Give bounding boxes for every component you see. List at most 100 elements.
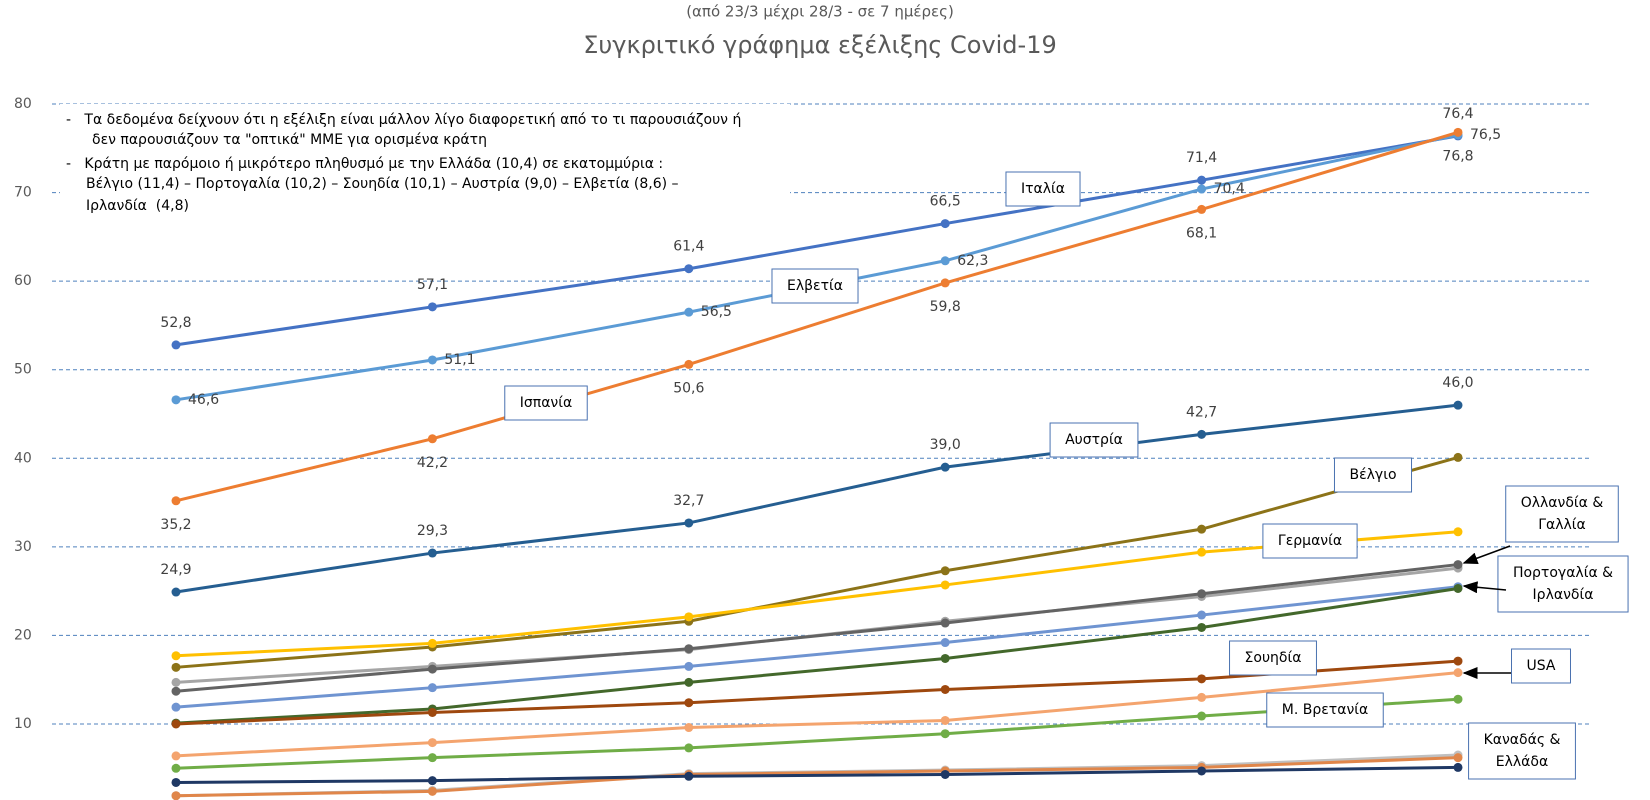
series-point bbox=[940, 618, 950, 628]
y-tick-label: 50 bbox=[14, 362, 32, 378]
series-point bbox=[684, 307, 694, 317]
series-name-box: Αυστρία bbox=[1049, 422, 1139, 458]
y-tick-label: 40 bbox=[14, 450, 32, 466]
series-point bbox=[1453, 694, 1463, 704]
series-point bbox=[1197, 766, 1207, 776]
label-box bbox=[1266, 692, 1384, 728]
series-point bbox=[1197, 589, 1207, 599]
arrow bbox=[1462, 545, 1511, 564]
series-line bbox=[175, 756, 1459, 798]
series-point bbox=[1453, 753, 1463, 763]
value-label: 76,5 bbox=[1470, 127, 1501, 143]
value-label: 46,0 bbox=[1442, 375, 1473, 391]
value-label: 29,3 bbox=[417, 523, 448, 539]
series-point bbox=[427, 434, 437, 444]
y-tick-label: 70 bbox=[14, 185, 32, 201]
series-point bbox=[1453, 560, 1463, 570]
y-tick-label: 60 bbox=[14, 273, 32, 289]
label-text: Ολλανδία & bbox=[1521, 495, 1604, 511]
label-text: Καναδάς & bbox=[1484, 732, 1561, 748]
series-point bbox=[171, 777, 181, 787]
label-box bbox=[1262, 523, 1358, 559]
series-point bbox=[171, 686, 181, 696]
value-label: 42,7 bbox=[1186, 404, 1217, 420]
series-point bbox=[171, 662, 181, 672]
label-text: Πορτογαλία & bbox=[1513, 565, 1613, 581]
series-point bbox=[171, 340, 181, 350]
series-point bbox=[1197, 184, 1207, 194]
label-text: Ελβετία bbox=[787, 278, 843, 294]
series-point bbox=[684, 771, 694, 781]
value-label: 50,6 bbox=[673, 380, 704, 396]
value-label: 32,7 bbox=[673, 493, 704, 509]
chart-subtitle: (από 23/3 μέχρι 28/3 - σε 7 ημέρες) bbox=[686, 3, 954, 21]
series-point bbox=[1197, 610, 1207, 620]
label-text: Σουηδία bbox=[1245, 650, 1302, 666]
series-point bbox=[940, 729, 950, 739]
series-point bbox=[427, 664, 437, 674]
series-point bbox=[427, 355, 437, 365]
label-box bbox=[1505, 485, 1619, 543]
series-point bbox=[940, 638, 950, 648]
label-text: Γαλλία bbox=[1538, 517, 1586, 533]
series-name-box: USA bbox=[1511, 648, 1571, 684]
y-tick-label: 10 bbox=[14, 716, 32, 732]
labels: 52,8 57,1 61,4 66,5 71,4 76,4 46,6 51,1 56,5 62,3… bbox=[160, 106, 1629, 780]
series-point bbox=[1197, 711, 1207, 721]
series-line bbox=[175, 455, 1459, 669]
series-point bbox=[1197, 524, 1207, 534]
y-tick-label: 80 bbox=[14, 96, 32, 112]
series-point bbox=[940, 219, 950, 229]
value-label: 35,2 bbox=[160, 517, 191, 533]
value-label: 70,4 bbox=[1214, 181, 1245, 197]
series-point bbox=[171, 791, 181, 800]
series-point bbox=[684, 612, 694, 622]
label-box bbox=[1497, 555, 1629, 613]
series-point bbox=[1453, 762, 1463, 772]
series-point bbox=[940, 580, 950, 590]
value-label: 59,8 bbox=[930, 299, 961, 315]
series-point bbox=[1453, 452, 1463, 462]
label-text: Ισπανία bbox=[520, 395, 572, 411]
series-point bbox=[940, 769, 950, 779]
label-box bbox=[1005, 171, 1081, 207]
series-point bbox=[427, 302, 437, 312]
label-text: Ιταλία bbox=[1021, 181, 1065, 197]
series-point bbox=[684, 723, 694, 733]
series-point bbox=[427, 753, 437, 763]
series-line bbox=[175, 585, 1459, 709]
series-point bbox=[1453, 527, 1463, 537]
series-name-box: Ισπανία bbox=[504, 385, 588, 421]
series-line bbox=[175, 563, 1459, 693]
series-point bbox=[940, 653, 950, 663]
series-point bbox=[171, 751, 181, 761]
series-line bbox=[175, 134, 1459, 347]
chart-title: Συγκριτικό γράφημα εξέλιξης Covid-19 bbox=[583, 31, 1057, 59]
series-point bbox=[940, 566, 950, 576]
label-text: Αυστρία bbox=[1065, 432, 1123, 448]
series-point bbox=[427, 786, 437, 796]
label-box bbox=[771, 268, 859, 304]
series-point bbox=[171, 677, 181, 687]
value-label: 61,4 bbox=[673, 239, 704, 255]
note-line: - Κράτη με παρόμοιο ή μικρότερο πληθυσμό… bbox=[66, 156, 663, 172]
series-point bbox=[427, 707, 437, 717]
series-point bbox=[427, 776, 437, 786]
value-label: 52,8 bbox=[160, 315, 191, 331]
note-line: Βέλγιο (11,4) – Πορτογαλία (10,2) – Σουη… bbox=[86, 176, 679, 192]
label-box bbox=[1468, 722, 1576, 780]
series-point bbox=[940, 462, 950, 472]
notes-background bbox=[60, 104, 790, 220]
group-label-box: Ολλανδία & Γαλλία bbox=[1505, 485, 1619, 543]
y-tick-label: 30 bbox=[14, 539, 32, 555]
series-point bbox=[171, 496, 181, 506]
value-label: 71,4 bbox=[1186, 150, 1217, 166]
series-point bbox=[427, 683, 437, 693]
series-point bbox=[1197, 547, 1207, 557]
value-label: 42,2 bbox=[417, 455, 448, 471]
label-text: Μ. Βρετανία bbox=[1282, 702, 1368, 718]
value-label: 76,4 bbox=[1442, 106, 1473, 122]
series-point bbox=[684, 518, 694, 528]
value-label: 62,3 bbox=[957, 253, 988, 269]
